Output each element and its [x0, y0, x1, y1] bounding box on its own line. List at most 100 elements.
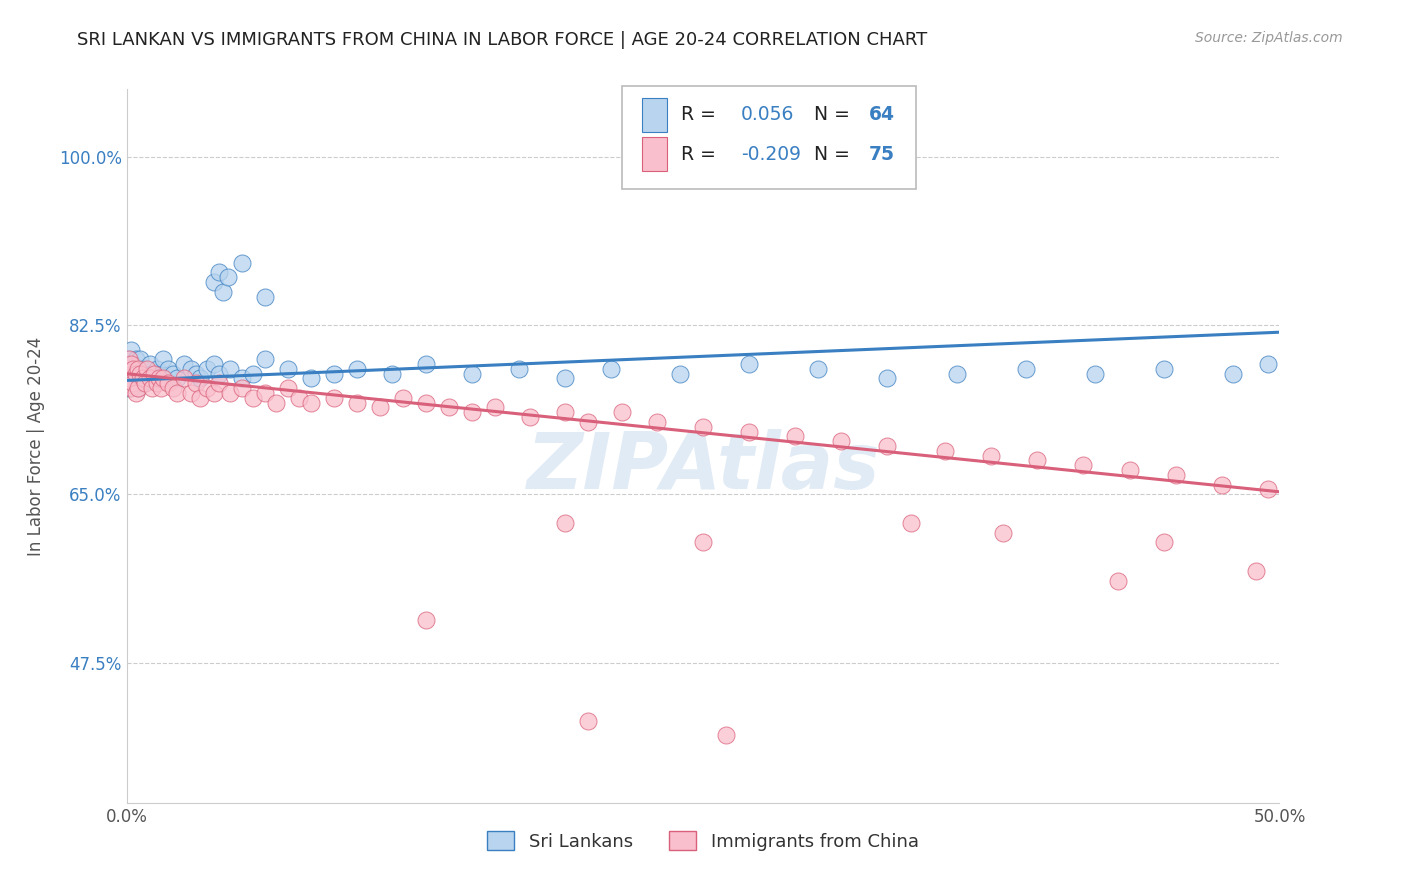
Point: [253, 289, 276, 303]
Point: [1164, 467, 1187, 482]
Point: [242, 391, 264, 405]
Bar: [643, 98, 668, 132]
Point: [1153, 535, 1175, 549]
Point: [118, 352, 141, 367]
Text: -0.209: -0.209: [741, 145, 801, 163]
Point: [166, 386, 188, 401]
Point: [138, 371, 160, 385]
Point: [188, 391, 211, 405]
Point: [118, 381, 141, 395]
Point: [122, 367, 145, 381]
Point: [138, 357, 160, 371]
Point: [1026, 453, 1049, 467]
Point: [346, 395, 368, 409]
Point: [277, 362, 299, 376]
Point: [299, 371, 322, 385]
Point: [162, 367, 184, 381]
Point: [208, 265, 231, 279]
Point: [152, 352, 174, 367]
Point: [136, 371, 159, 385]
Point: [148, 371, 170, 385]
Point: [134, 367, 156, 381]
Point: [1257, 483, 1279, 497]
Point: [145, 376, 167, 391]
Point: [125, 371, 148, 385]
Point: [129, 367, 152, 381]
Text: Source: ZipAtlas.com: Source: ZipAtlas.com: [1195, 31, 1343, 45]
Point: [208, 376, 231, 391]
Text: R =: R =: [681, 145, 721, 163]
Point: [461, 405, 484, 419]
Point: [830, 434, 852, 449]
Point: [1257, 357, 1279, 371]
Point: [122, 362, 145, 376]
Point: [612, 405, 634, 419]
Point: [120, 343, 142, 357]
Point: [150, 381, 173, 395]
Point: [195, 381, 218, 395]
Point: [277, 381, 299, 395]
Point: [125, 367, 148, 381]
Point: [127, 381, 149, 395]
Point: [288, 391, 311, 405]
Point: [415, 357, 437, 371]
Point: [202, 357, 225, 371]
Point: [1015, 362, 1038, 376]
Point: [131, 371, 153, 385]
Point: [162, 381, 184, 395]
Point: [346, 362, 368, 376]
Point: [323, 367, 346, 381]
Point: [134, 376, 156, 391]
Text: R =: R =: [681, 105, 721, 124]
Text: N =: N =: [814, 105, 856, 124]
Point: [127, 362, 149, 376]
Point: [299, 395, 322, 409]
Text: ZIPAtlas: ZIPAtlas: [526, 429, 880, 506]
Point: [1118, 463, 1140, 477]
Point: [1153, 362, 1175, 376]
Point: [202, 386, 225, 401]
Point: [231, 371, 253, 385]
Point: [439, 401, 461, 415]
Point: [118, 367, 141, 381]
Point: [785, 429, 807, 443]
Point: [231, 381, 253, 395]
Point: [202, 275, 225, 289]
Point: [141, 367, 163, 381]
Point: [136, 362, 159, 376]
Point: [415, 395, 437, 409]
Text: 0.056: 0.056: [741, 105, 794, 124]
Point: [180, 386, 202, 401]
Point: [157, 376, 180, 391]
Point: [122, 357, 145, 371]
Point: [738, 425, 761, 439]
Point: [219, 362, 242, 376]
Point: [125, 352, 148, 367]
Point: [195, 362, 218, 376]
Point: [980, 449, 1002, 463]
Point: [166, 371, 188, 385]
Point: [669, 367, 692, 381]
Point: [120, 362, 142, 376]
Point: [180, 362, 202, 376]
Point: [120, 371, 142, 385]
Point: [118, 352, 141, 367]
Point: [945, 367, 967, 381]
Point: [122, 376, 145, 391]
Point: [991, 525, 1014, 540]
Point: [645, 415, 668, 429]
Point: [576, 415, 599, 429]
Point: [876, 439, 898, 453]
Point: [599, 362, 621, 376]
Text: 64: 64: [869, 105, 896, 124]
Y-axis label: In Labor Force | Age 20-24: In Labor Force | Age 20-24: [27, 336, 45, 556]
Point: [934, 443, 956, 458]
Point: [692, 419, 714, 434]
Point: [576, 714, 599, 728]
Point: [692, 535, 714, 549]
Point: [554, 516, 576, 530]
Point: [152, 371, 174, 385]
Point: [131, 362, 153, 376]
Point: [1073, 458, 1095, 473]
Point: [143, 371, 166, 385]
